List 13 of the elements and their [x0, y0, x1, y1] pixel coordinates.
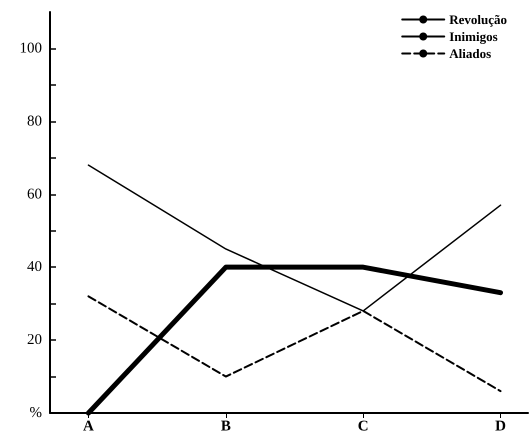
y-tick-label: 20 — [27, 332, 42, 348]
legend-label: Inimigos — [449, 29, 498, 44]
x-tick-label: A — [83, 418, 94, 434]
x-tick-label: C — [358, 418, 369, 434]
legend-label: Revolução — [449, 12, 508, 27]
y-tick-label: 40 — [27, 259, 42, 276]
y-tick-label: 100 — [20, 40, 42, 56]
y-tick-label: 60 — [27, 186, 42, 202]
x-tick-label: D — [495, 418, 506, 434]
legend-label: Aliados — [449, 46, 492, 61]
y-tick-label: % — [30, 405, 42, 421]
y-tick-label: 80 — [27, 113, 42, 130]
x-tick-label: B — [220, 418, 231, 434]
